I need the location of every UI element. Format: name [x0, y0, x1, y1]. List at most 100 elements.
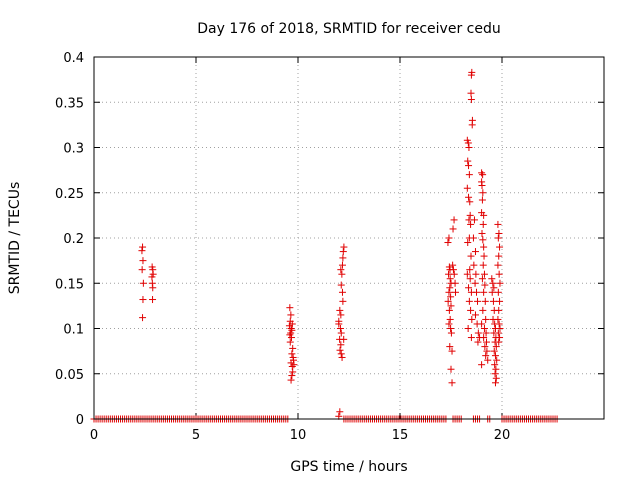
data-point	[468, 68, 476, 76]
data-point	[287, 334, 295, 342]
data-point	[480, 325, 488, 332]
x-tick-label: 15	[392, 428, 409, 443]
data-point	[138, 266, 146, 274]
data-point	[481, 281, 489, 289]
data-point	[470, 216, 478, 224]
data-point	[450, 270, 458, 278]
data-point	[464, 157, 472, 165]
data-point	[478, 182, 486, 190]
data-point	[336, 325, 344, 332]
data-point	[149, 296, 157, 304]
data-point	[447, 325, 455, 332]
data-point	[494, 329, 502, 337]
data-point	[463, 270, 471, 278]
data-point	[482, 338, 490, 346]
data-point	[465, 144, 473, 151]
data-point	[465, 171, 473, 179]
data-point	[494, 315, 502, 323]
y-tick-label: 0.3	[63, 142, 84, 157]
data-point	[446, 315, 454, 323]
data-point	[445, 288, 453, 296]
data-point	[339, 248, 347, 256]
data-point	[468, 121, 476, 129]
data-point	[290, 356, 298, 364]
data-point	[492, 374, 500, 382]
data-point	[463, 184, 471, 192]
data-point	[495, 320, 503, 328]
data-point	[338, 270, 346, 278]
data-point	[338, 288, 346, 296]
data-point	[467, 306, 475, 314]
data-point	[449, 225, 457, 233]
data-point	[286, 338, 294, 346]
data-point	[448, 379, 456, 387]
data-point	[495, 338, 503, 346]
data-point	[469, 234, 477, 242]
data-point	[480, 270, 488, 278]
data-point	[337, 350, 345, 358]
data-point	[471, 248, 479, 256]
y-tick-label: 0.2	[63, 232, 84, 247]
data-point	[289, 368, 297, 376]
data-point	[445, 234, 453, 242]
data-point	[465, 297, 473, 305]
data-point	[480, 252, 488, 260]
data-point	[447, 329, 455, 337]
data-point	[474, 338, 482, 346]
data-point	[287, 376, 295, 384]
data-point	[451, 288, 459, 296]
data-point	[479, 236, 487, 244]
data-point	[449, 261, 457, 269]
data-point	[490, 284, 498, 292]
data-point	[482, 329, 490, 337]
grid	[94, 57, 604, 419]
data-point	[446, 343, 454, 351]
data-point	[138, 247, 146, 255]
data-point	[467, 96, 475, 104]
data-point	[467, 89, 475, 97]
data-point	[338, 353, 346, 361]
series-srmtid	[90, 68, 561, 423]
data-point	[491, 352, 499, 360]
data-point	[479, 171, 487, 179]
data-series	[90, 68, 561, 423]
data-point	[337, 341, 345, 349]
data-point	[339, 297, 347, 305]
data-point	[478, 169, 486, 177]
data-point	[447, 293, 455, 301]
x-tick-label: 20	[494, 428, 511, 443]
y-tick-label: 0.25	[55, 187, 84, 202]
data-point	[494, 261, 502, 269]
data-point	[139, 243, 147, 251]
data-point	[482, 352, 490, 360]
data-point	[478, 196, 486, 204]
data-point	[467, 252, 475, 260]
data-point	[473, 288, 480, 296]
data-point	[286, 304, 294, 312]
data-point	[495, 229, 503, 237]
x-tick-label: 5	[192, 428, 200, 443]
data-point	[336, 408, 344, 416]
x-axis-label: GPS time / hours	[290, 459, 407, 475]
data-point	[335, 320, 343, 328]
y-tick-label: 0	[76, 413, 84, 428]
data-point	[470, 261, 478, 269]
data-point	[471, 279, 479, 287]
data-point	[148, 273, 156, 281]
data-point	[467, 334, 475, 342]
data-point	[450, 216, 458, 224]
data-point	[337, 281, 345, 289]
chart-title: Day 176 of 2018, SRMTID for receiver ced…	[197, 21, 500, 37]
data-point	[478, 275, 486, 283]
data-point	[447, 365, 455, 373]
data-point	[496, 279, 504, 287]
data-point	[445, 320, 453, 328]
data-point	[496, 243, 504, 251]
data-point	[489, 297, 497, 305]
x-tick-label: 10	[290, 428, 307, 443]
data-point	[480, 243, 488, 251]
x-tick-label: 0	[90, 428, 98, 443]
data-point	[492, 365, 500, 373]
data-point	[288, 372, 296, 380]
